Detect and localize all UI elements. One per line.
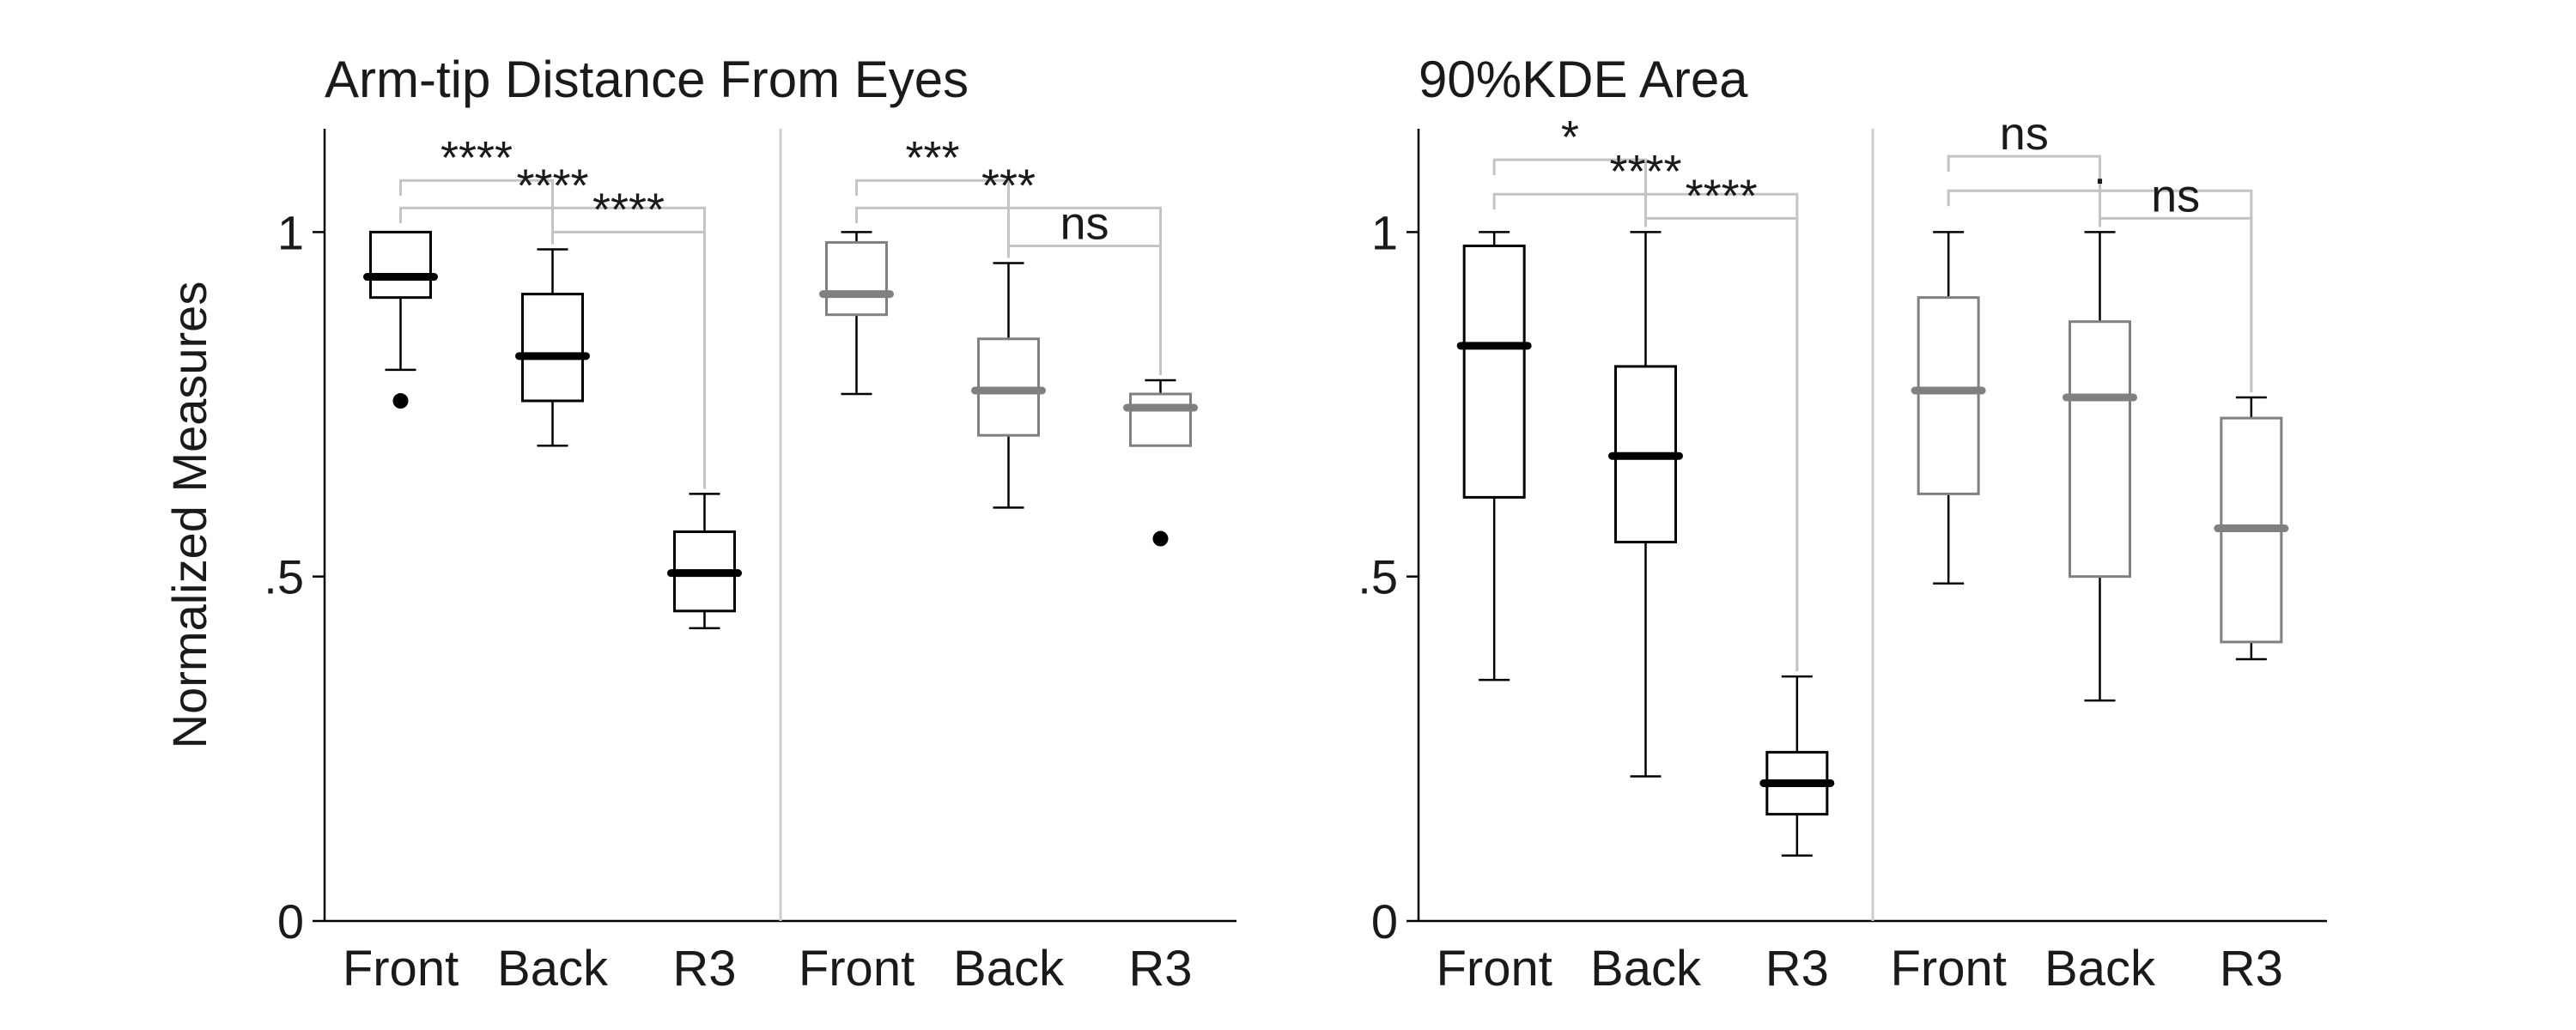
box-back [1608, 231, 1683, 778]
significance-label: ns [2000, 108, 2049, 160]
box-iqr [825, 240, 888, 317]
box-back [971, 262, 1046, 509]
significance-bracket: *** [855, 132, 1010, 258]
bracket-line [399, 179, 554, 245]
x-tick-label: Front [343, 941, 459, 997]
significance-label: **** [1609, 146, 1681, 197]
x-tick-label: Front [1436, 941, 1552, 997]
significance-label: *** [981, 160, 1036, 211]
y-tick-label: 1 [1371, 205, 1398, 259]
significance-bracket: ns [1947, 108, 2101, 227]
chart-title: 90%KDE Area [1419, 51, 1748, 108]
significance-label: **** [516, 160, 588, 211]
box-iqr [1129, 392, 1192, 447]
y-tick-label: .5 [264, 550, 304, 604]
box-iqr [2069, 320, 2131, 579]
significance-bracket: **** [1644, 170, 1799, 672]
significance-label: **** [1686, 170, 1758, 221]
y-tick-label: .5 [1358, 550, 1398, 604]
box-r3 [1759, 675, 1835, 857]
significance-label: **** [440, 132, 513, 184]
x-tick-label: Front [1890, 941, 2006, 997]
significance-label: **** [592, 184, 665, 235]
y-tick-label: 1 [277, 205, 304, 259]
box-r3 [1123, 379, 1198, 547]
x-tick-label: Back [497, 941, 609, 997]
significance-bracket: ns [2099, 170, 2253, 393]
x-tick-label: Front [799, 941, 914, 997]
bracket-line [855, 179, 1010, 258]
x-tick-label: R3 [672, 941, 736, 997]
x-tick-label: R3 [1128, 941, 1192, 997]
significance-bracket: ns [1007, 197, 1162, 375]
bracket-line [1007, 244, 1162, 375]
box-iqr [369, 230, 432, 300]
significance-label: *** [905, 132, 959, 184]
bracket-line [551, 230, 706, 489]
significance-label: ns [2151, 170, 2200, 221]
y-tick-label: 0 [1371, 894, 1398, 948]
box-front [363, 230, 438, 409]
bracket-line [1644, 216, 1799, 672]
box-r3 [667, 493, 742, 630]
x-tick-label: Back [1590, 941, 1702, 997]
box-iqr [1917, 296, 1980, 495]
box-front [1911, 231, 1986, 585]
x-tick-label: Back [2044, 941, 2156, 997]
bracket-line [2099, 216, 2253, 393]
y-axis-label: Normalized Measures [162, 282, 216, 749]
box-r3 [2214, 396, 2289, 661]
box-back [515, 248, 590, 447]
box-iqr [521, 293, 584, 403]
significance-label: ns [1060, 197, 1109, 249]
significance-label: . [2093, 142, 2106, 194]
outlier-point [392, 393, 409, 409]
box-iqr [1462, 244, 1526, 499]
outlier-point [1152, 530, 1169, 547]
y-tick-label: 0 [277, 894, 304, 948]
box-front [1456, 231, 1532, 682]
x-tick-label: Back [953, 941, 1065, 997]
x-tick-label: R3 [1765, 941, 1829, 997]
significance-label: * [1561, 112, 1579, 163]
chart-title: Arm-tip Distance From Eyes [325, 51, 969, 108]
significance-bracket: **** [399, 132, 554, 245]
significance-bracket: **** [551, 184, 706, 489]
x-tick-label: R3 [2220, 941, 2283, 997]
chart-panel-1: Arm-tip Distance From Eyes 0 .5 1 Front Back R… [264, 51, 1236, 997]
box-back [2063, 231, 2137, 702]
box-front [819, 231, 894, 396]
